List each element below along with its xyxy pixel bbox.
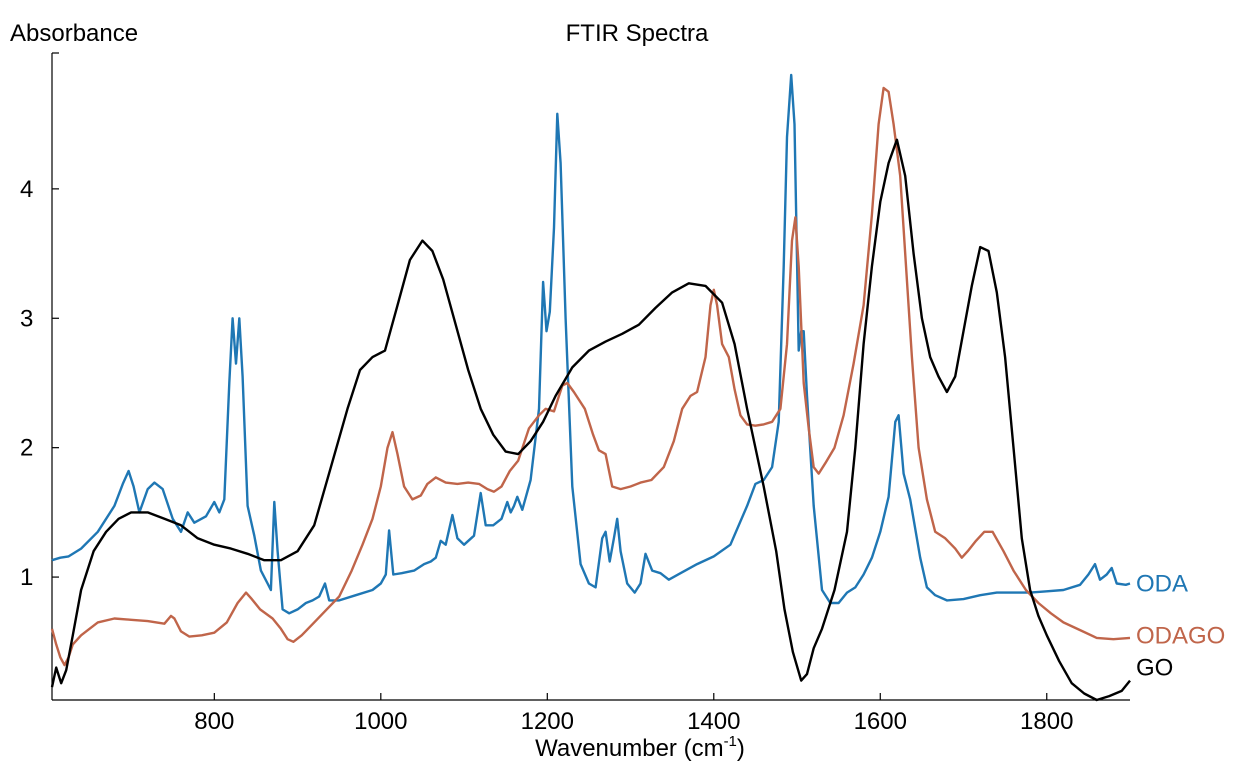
series-label-odago: ODAGO — [1136, 622, 1225, 649]
x-tick-label: 1000 — [354, 708, 407, 735]
x-axis-label-tail: ) — [737, 735, 745, 762]
y-tick-label: 1 — [20, 564, 33, 591]
y-tick-label: 3 — [20, 305, 33, 332]
y-tick-label: 4 — [20, 176, 33, 203]
series-line-oda — [51, 73, 1131, 615]
series-label-oda: ODA — [1136, 571, 1188, 598]
x-axis-label: Wavenumber (cm-1) — [535, 733, 745, 762]
series-label-go: GO — [1136, 655, 1173, 682]
x-axis-label-main: Wavenumber (cm — [535, 735, 723, 762]
x-tick-label: 1800 — [1020, 708, 1073, 735]
series-labels: ODA ODAGO GO — [1136, 571, 1225, 682]
chart-title: FTIR Spectra — [566, 20, 709, 47]
y-tick-label: 2 — [20, 435, 33, 462]
series-line-go — [50, 138, 1131, 702]
series-line-odago — [50, 86, 1131, 667]
x-tick-label: 1600 — [854, 708, 907, 735]
x-axis-label-sup: -1 — [724, 733, 737, 750]
x-tick-label: 800 — [194, 708, 234, 735]
axes — [51, 53, 1130, 701]
y-ticks: 1 2 3 4 — [20, 52, 59, 591]
x-tick-label: 1200 — [521, 708, 574, 735]
series-layer — [50, 73, 1131, 702]
x-tick-label: 1400 — [687, 708, 740, 735]
y-axis-label: Absorbance — [10, 20, 138, 47]
x-ticks: 800 1000 1200 1400 1600 1800 — [194, 693, 1073, 735]
